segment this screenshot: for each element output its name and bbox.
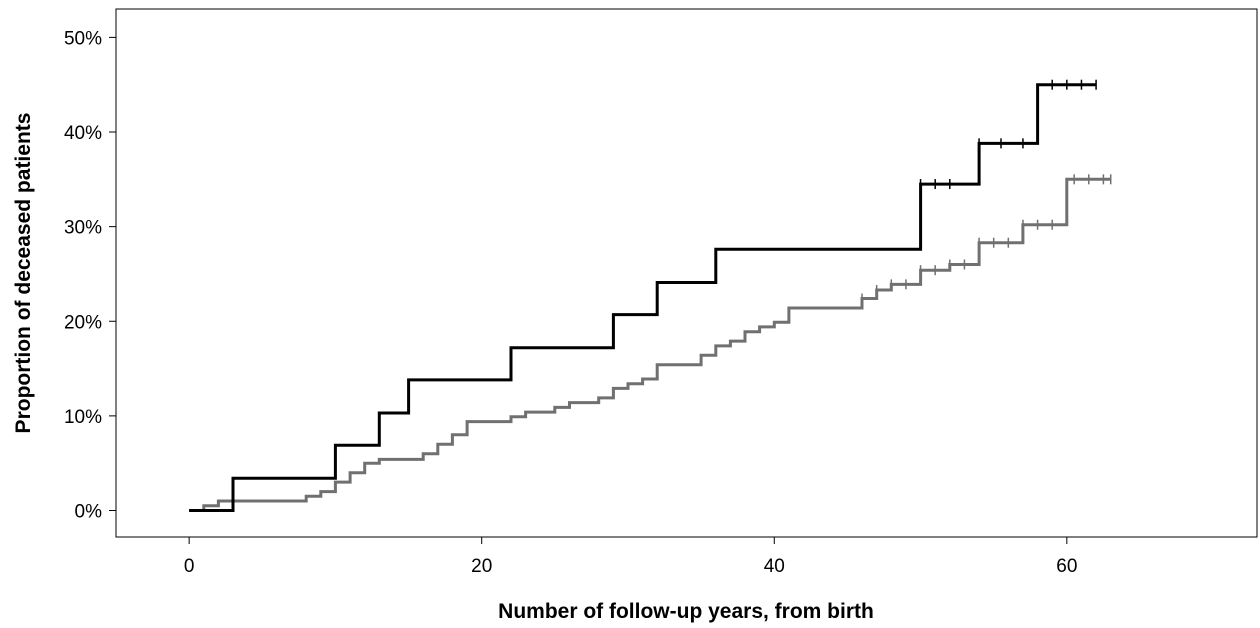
x-axis: 0 20 40 60 [184,537,1077,577]
series-2 [189,174,1112,512]
x-tick-label: 0 [184,556,195,577]
series-1 [189,79,1097,512]
y-tick-label: 40% [64,123,102,144]
y-axis: 0% 10% 20% 30% 40% 50% [64,28,116,523]
x-tick-label: 60 [1056,556,1077,577]
series-line [189,83,1097,512]
x-tick-label: 20 [471,556,492,577]
x-axis-title: Number of follow-up years, from birth [498,600,874,623]
plot-frame [115,8,1258,538]
x-tick-label: 40 [764,556,785,577]
y-tick-label: 50% [64,28,102,49]
y-tick-label: 30% [64,218,102,239]
y-tick-label: 20% [64,312,102,333]
y-tick-label: 10% [64,407,102,428]
y-axis-title: Proportion of deceased patients [12,113,35,434]
series-line [189,177,1111,512]
series-layer [189,79,1112,512]
y-tick-label: 0% [75,502,103,523]
